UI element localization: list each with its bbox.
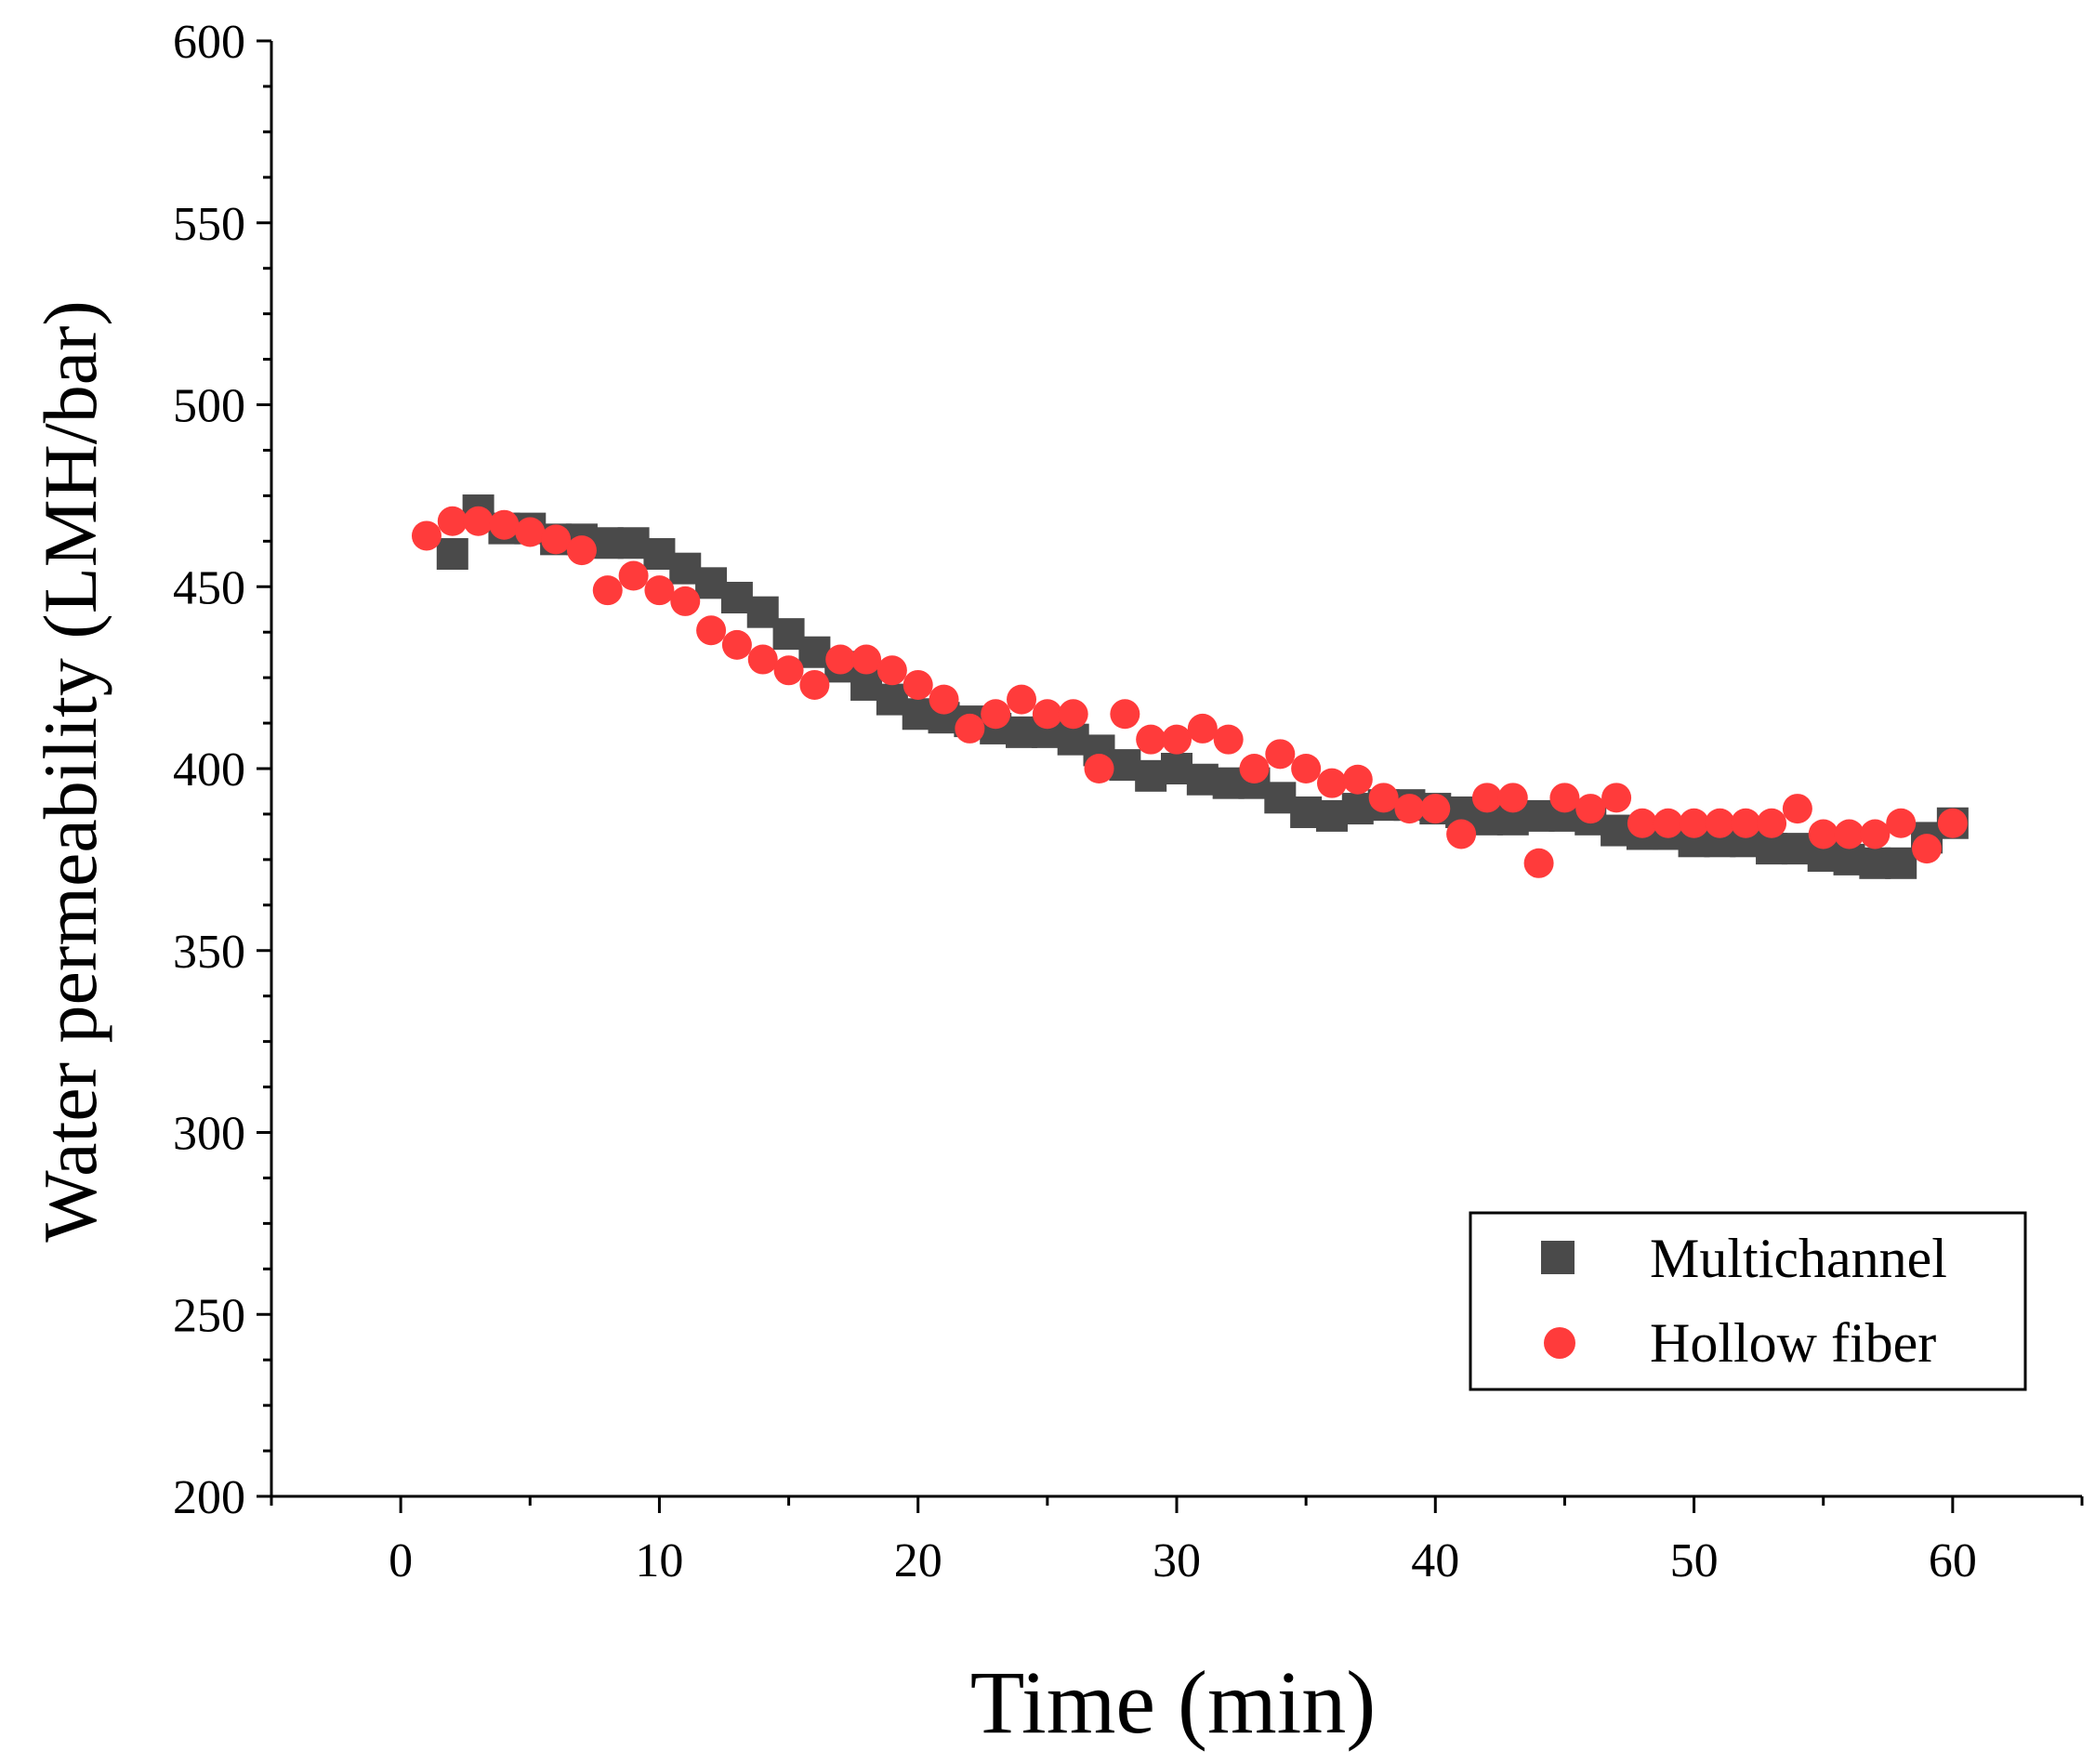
point-hollow-fiber bbox=[825, 644, 856, 675]
y-tick-label: 200 bbox=[173, 1471, 245, 1524]
point-hollow-fiber bbox=[1058, 699, 1088, 730]
point-hollow-fiber bbox=[1084, 754, 1114, 783]
point-hollow-fiber bbox=[1575, 794, 1606, 824]
x-axis-title: Time (min) bbox=[970, 1652, 1377, 1752]
point-hollow-fiber bbox=[592, 575, 623, 606]
x-tick-label: 50 bbox=[1670, 1534, 1719, 1587]
y-tick-label: 550 bbox=[173, 198, 245, 251]
point-hollow-fiber bbox=[981, 699, 1011, 730]
point-hollow-fiber bbox=[1731, 808, 1761, 838]
legend-box bbox=[1469, 1211, 2027, 1391]
point-hollow-fiber bbox=[618, 560, 649, 591]
y-tick-label: 400 bbox=[173, 744, 245, 796]
point-hollow-fiber bbox=[489, 509, 520, 540]
point-hollow-fiber bbox=[1007, 684, 1037, 715]
point-hollow-fiber bbox=[1497, 783, 1528, 813]
point-hollow-fiber bbox=[1886, 808, 1917, 838]
x-tick-label: 10 bbox=[635, 1534, 683, 1587]
point-hollow-fiber bbox=[1136, 724, 1166, 755]
x-tick-label: 20 bbox=[894, 1534, 942, 1587]
point-hollow-fiber bbox=[1627, 808, 1657, 838]
point-multichannel bbox=[436, 538, 468, 571]
data-markers bbox=[411, 494, 1969, 879]
point-hollow-fiber bbox=[773, 655, 804, 686]
point-hollow-fiber bbox=[1032, 699, 1062, 730]
legend-marker-hollow-fiber bbox=[1544, 1327, 1575, 1359]
point-hollow-fiber bbox=[1291, 754, 1322, 783]
point-hollow-fiber bbox=[903, 669, 933, 700]
point-hollow-fiber bbox=[799, 669, 830, 700]
point-hollow-fiber bbox=[1782, 794, 1812, 824]
y-tick-label: 450 bbox=[173, 561, 245, 614]
point-hollow-fiber bbox=[1239, 754, 1270, 783]
point-hollow-fiber bbox=[515, 517, 546, 547]
point-hollow-fiber bbox=[1523, 848, 1554, 878]
point-hollow-fiber bbox=[1549, 783, 1580, 813]
point-hollow-fiber bbox=[1601, 783, 1632, 813]
point-hollow-fiber bbox=[696, 615, 727, 646]
y-axis-title: Water permeability (LMH/bar) bbox=[28, 300, 112, 1242]
legend-marker-multichannel bbox=[1541, 1241, 1575, 1274]
point-hollow-fiber bbox=[1110, 699, 1140, 730]
legend-label-hollow-fiber: Hollow fiber bbox=[1650, 1312, 1936, 1374]
point-hollow-fiber bbox=[1679, 808, 1709, 838]
point-hollow-fiber bbox=[955, 713, 985, 744]
point-hollow-fiber bbox=[1394, 794, 1425, 824]
point-hollow-fiber bbox=[747, 644, 778, 675]
point-hollow-fiber bbox=[1653, 808, 1683, 838]
point-hollow-fiber bbox=[1265, 739, 1296, 770]
point-hollow-fiber bbox=[1187, 713, 1218, 744]
point-hollow-fiber bbox=[876, 655, 907, 686]
point-hollow-fiber bbox=[1912, 834, 1943, 864]
point-hollow-fiber bbox=[1316, 768, 1347, 798]
point-hollow-fiber bbox=[1808, 819, 1838, 849]
x-tick-label: 60 bbox=[1929, 1534, 1977, 1587]
point-hollow-fiber bbox=[670, 586, 701, 616]
point-hollow-fiber bbox=[1705, 808, 1735, 838]
y-tick-label: 300 bbox=[173, 1108, 245, 1161]
point-hollow-fiber bbox=[1446, 819, 1477, 849]
point-hollow-fiber bbox=[437, 506, 468, 536]
point-hollow-fiber bbox=[721, 629, 752, 660]
point-hollow-fiber bbox=[929, 684, 959, 715]
y-tick-label: 600 bbox=[173, 16, 245, 69]
point-hollow-fiber bbox=[1860, 819, 1891, 849]
point-hollow-fiber bbox=[1368, 783, 1399, 813]
x-tick-label: 40 bbox=[1411, 1534, 1459, 1587]
point-hollow-fiber bbox=[1342, 764, 1373, 795]
point-hollow-fiber bbox=[566, 535, 597, 566]
point-hollow-fiber bbox=[1420, 794, 1451, 824]
x-tick-label: 0 bbox=[389, 1534, 413, 1587]
point-hollow-fiber bbox=[1834, 819, 1864, 849]
legend: Multichannel Hollow fiber bbox=[1469, 1211, 2027, 1391]
point-hollow-fiber bbox=[851, 644, 882, 675]
point-hollow-fiber bbox=[644, 575, 675, 606]
point-hollow-fiber bbox=[541, 524, 572, 555]
ticks: 200 250 300 350 400 450 500 550 600 0 10 20 30 40 50 60 bbox=[173, 16, 2084, 1587]
y-tick-label: 350 bbox=[173, 926, 245, 979]
point-hollow-fiber bbox=[1757, 808, 1787, 838]
x-tick-label: 30 bbox=[1153, 1534, 1201, 1587]
point-hollow-fiber bbox=[1162, 724, 1192, 755]
y-tick-label: 500 bbox=[173, 380, 245, 433]
point-hollow-fiber bbox=[1937, 808, 1968, 838]
point-hollow-fiber bbox=[1213, 724, 1244, 755]
legend-label-multichannel: Multichannel bbox=[1650, 1228, 1947, 1289]
point-hollow-fiber bbox=[411, 520, 441, 551]
point-hollow-fiber bbox=[463, 506, 494, 536]
point-hollow-fiber bbox=[1471, 783, 1502, 813]
y-tick-label: 250 bbox=[173, 1289, 245, 1342]
